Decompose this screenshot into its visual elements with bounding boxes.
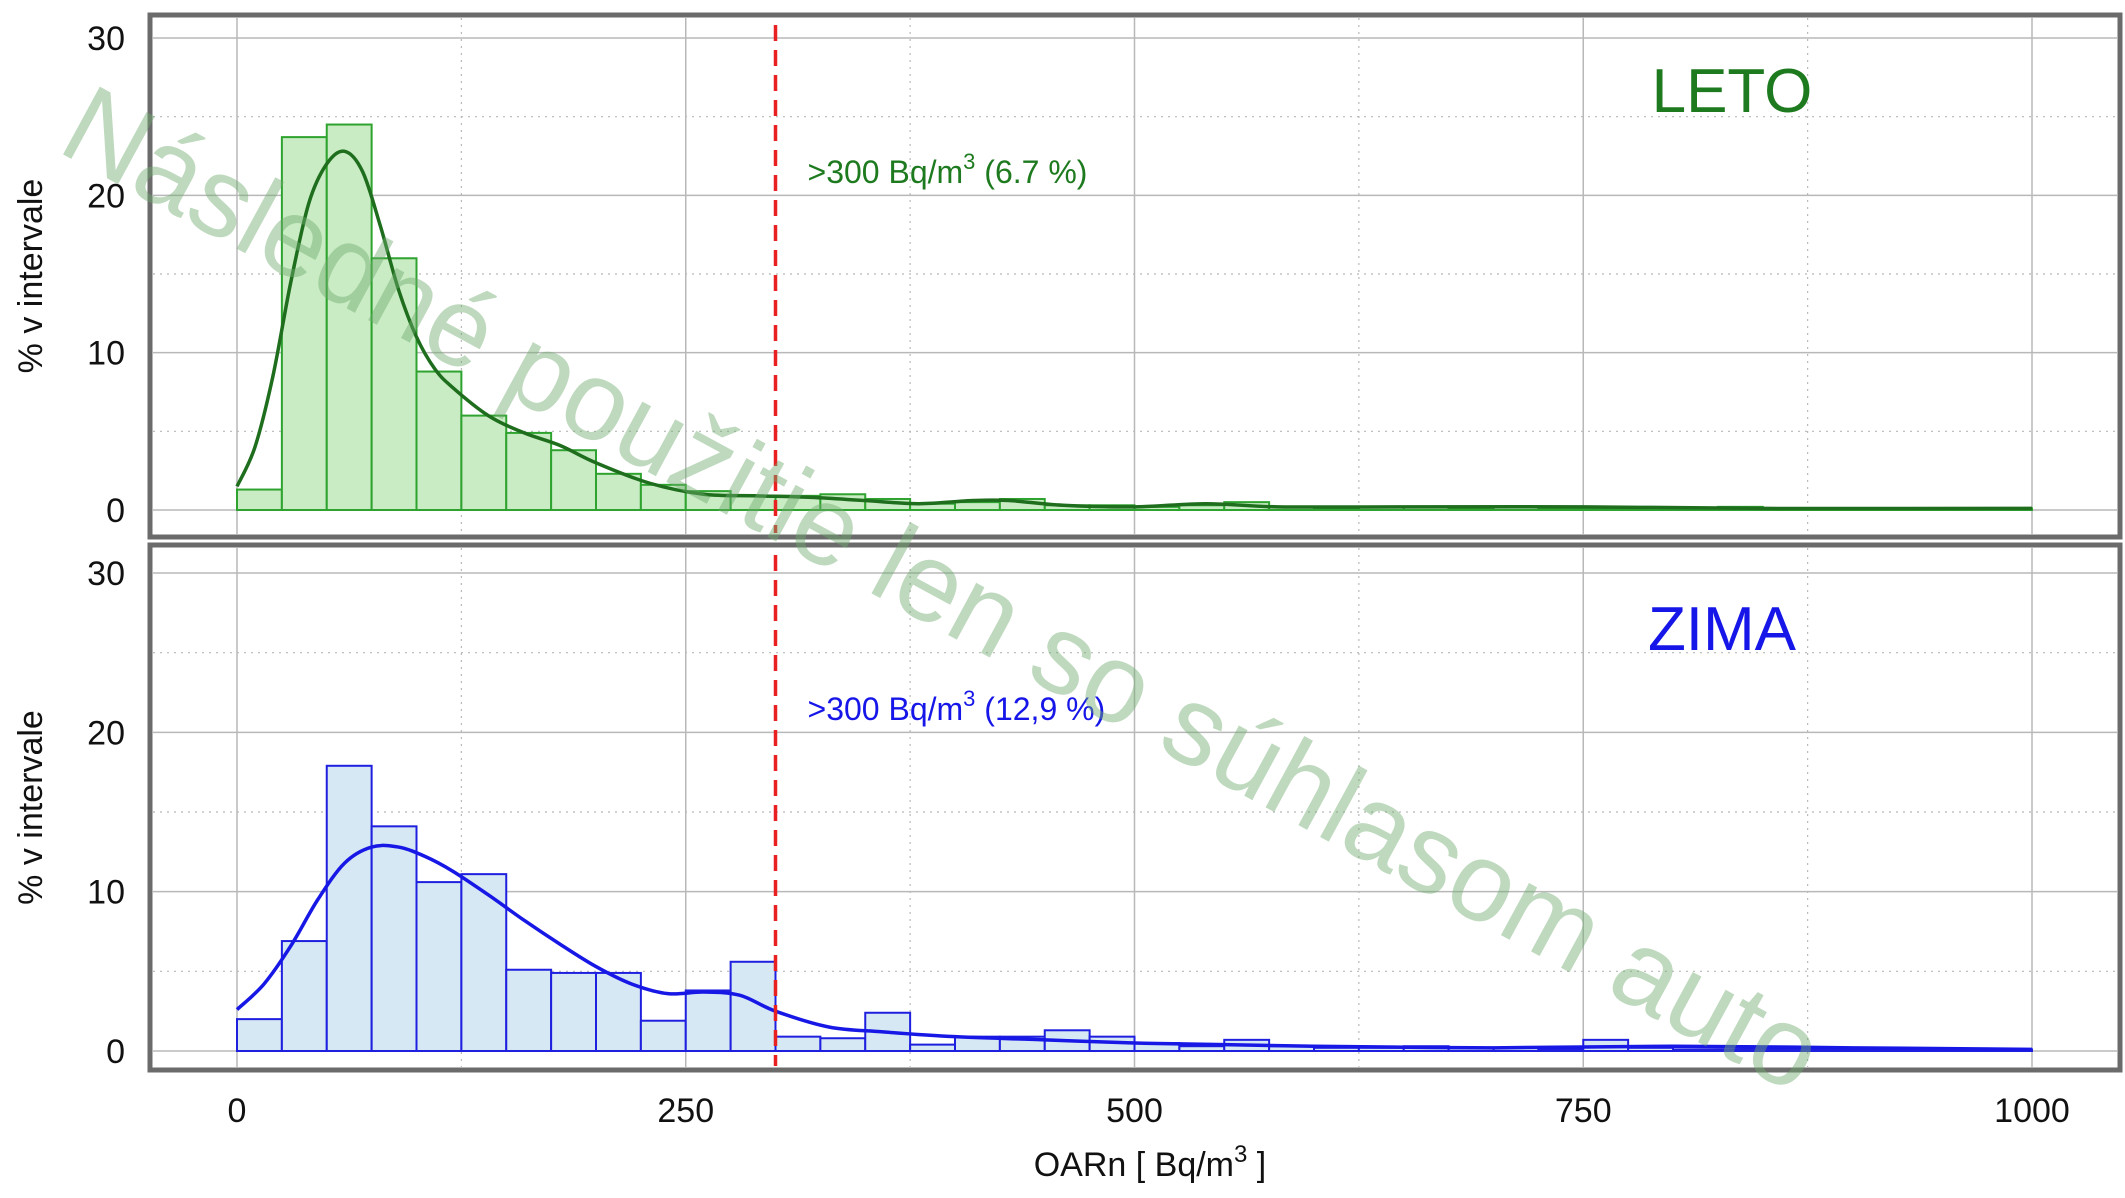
histogram-bar xyxy=(1537,1048,1585,1052)
histogram-bar xyxy=(684,989,732,1052)
histogram-bar xyxy=(415,370,463,511)
histogram-bar xyxy=(325,764,373,1052)
histogram-bar xyxy=(370,825,418,1053)
x-axis-title: OARn [ Bq/m3 ] xyxy=(1034,1141,1267,1184)
x-tick-label: 1000 xyxy=(1994,1092,2070,1130)
histogram-bar xyxy=(729,960,777,1052)
histogram-bar xyxy=(909,1043,956,1053)
x-tick-label: 250 xyxy=(657,1092,714,1130)
y-tick-label: 20 xyxy=(87,714,125,752)
threshold-annotation: >300 Bq/m3 (6.7 %) xyxy=(808,149,1088,190)
histogram-bar xyxy=(236,488,283,511)
y-tick-label: 30 xyxy=(87,20,125,58)
histogram-bar xyxy=(1447,507,1495,511)
y-axis-title: % v intervale xyxy=(12,179,50,374)
histogram-bar xyxy=(460,414,508,512)
x-tick-label: 500 xyxy=(1106,1092,1163,1130)
y-tick-label: 0 xyxy=(106,492,125,530)
y-tick-label: 0 xyxy=(106,1033,125,1071)
histogram-bar xyxy=(505,968,553,1052)
histogram-bar xyxy=(595,472,642,511)
histogram-bar xyxy=(415,881,463,1053)
histogram-bar xyxy=(550,971,597,1053)
density-curve xyxy=(235,149,2033,511)
y-tick-label: 20 xyxy=(87,177,125,215)
panel-winter: ZIMA >300 Bq/m3 (12,9 %) 0 10 20 30 % v interv… xyxy=(12,542,2123,1073)
histogram-bar xyxy=(1537,507,1585,511)
y-tick-label: 10 xyxy=(87,874,125,912)
histogram-bar xyxy=(774,1035,822,1053)
y-tick-label: 10 xyxy=(87,335,125,373)
threshold-annotation: >300 Bq/m3 (12,9 %) xyxy=(808,686,1106,727)
histogram-bar xyxy=(639,1019,687,1053)
histogram-bar xyxy=(954,501,1001,511)
histogram-bar xyxy=(819,1037,867,1052)
histogram-bar xyxy=(505,431,553,512)
histogram-bar xyxy=(280,940,328,1052)
y-tick-label: 30 xyxy=(87,555,125,593)
x-tick-label: 750 xyxy=(1555,1092,1612,1130)
histogram-bar xyxy=(236,1018,283,1053)
season-label: ZIMA xyxy=(1648,595,1797,664)
y-axis-title: % v intervale xyxy=(12,710,50,905)
panel-summer: LETO >300 Bq/m3 (6.7 %) 0 10 20 30 % v interva… xyxy=(12,12,2123,540)
density-curve xyxy=(235,843,2033,1052)
x-tick-label: 0 xyxy=(228,1092,247,1130)
histogram-bar xyxy=(1178,1045,1226,1052)
histogram-bar xyxy=(325,123,373,512)
season-label: LETO xyxy=(1652,57,1813,126)
histogram-bar xyxy=(370,257,418,511)
